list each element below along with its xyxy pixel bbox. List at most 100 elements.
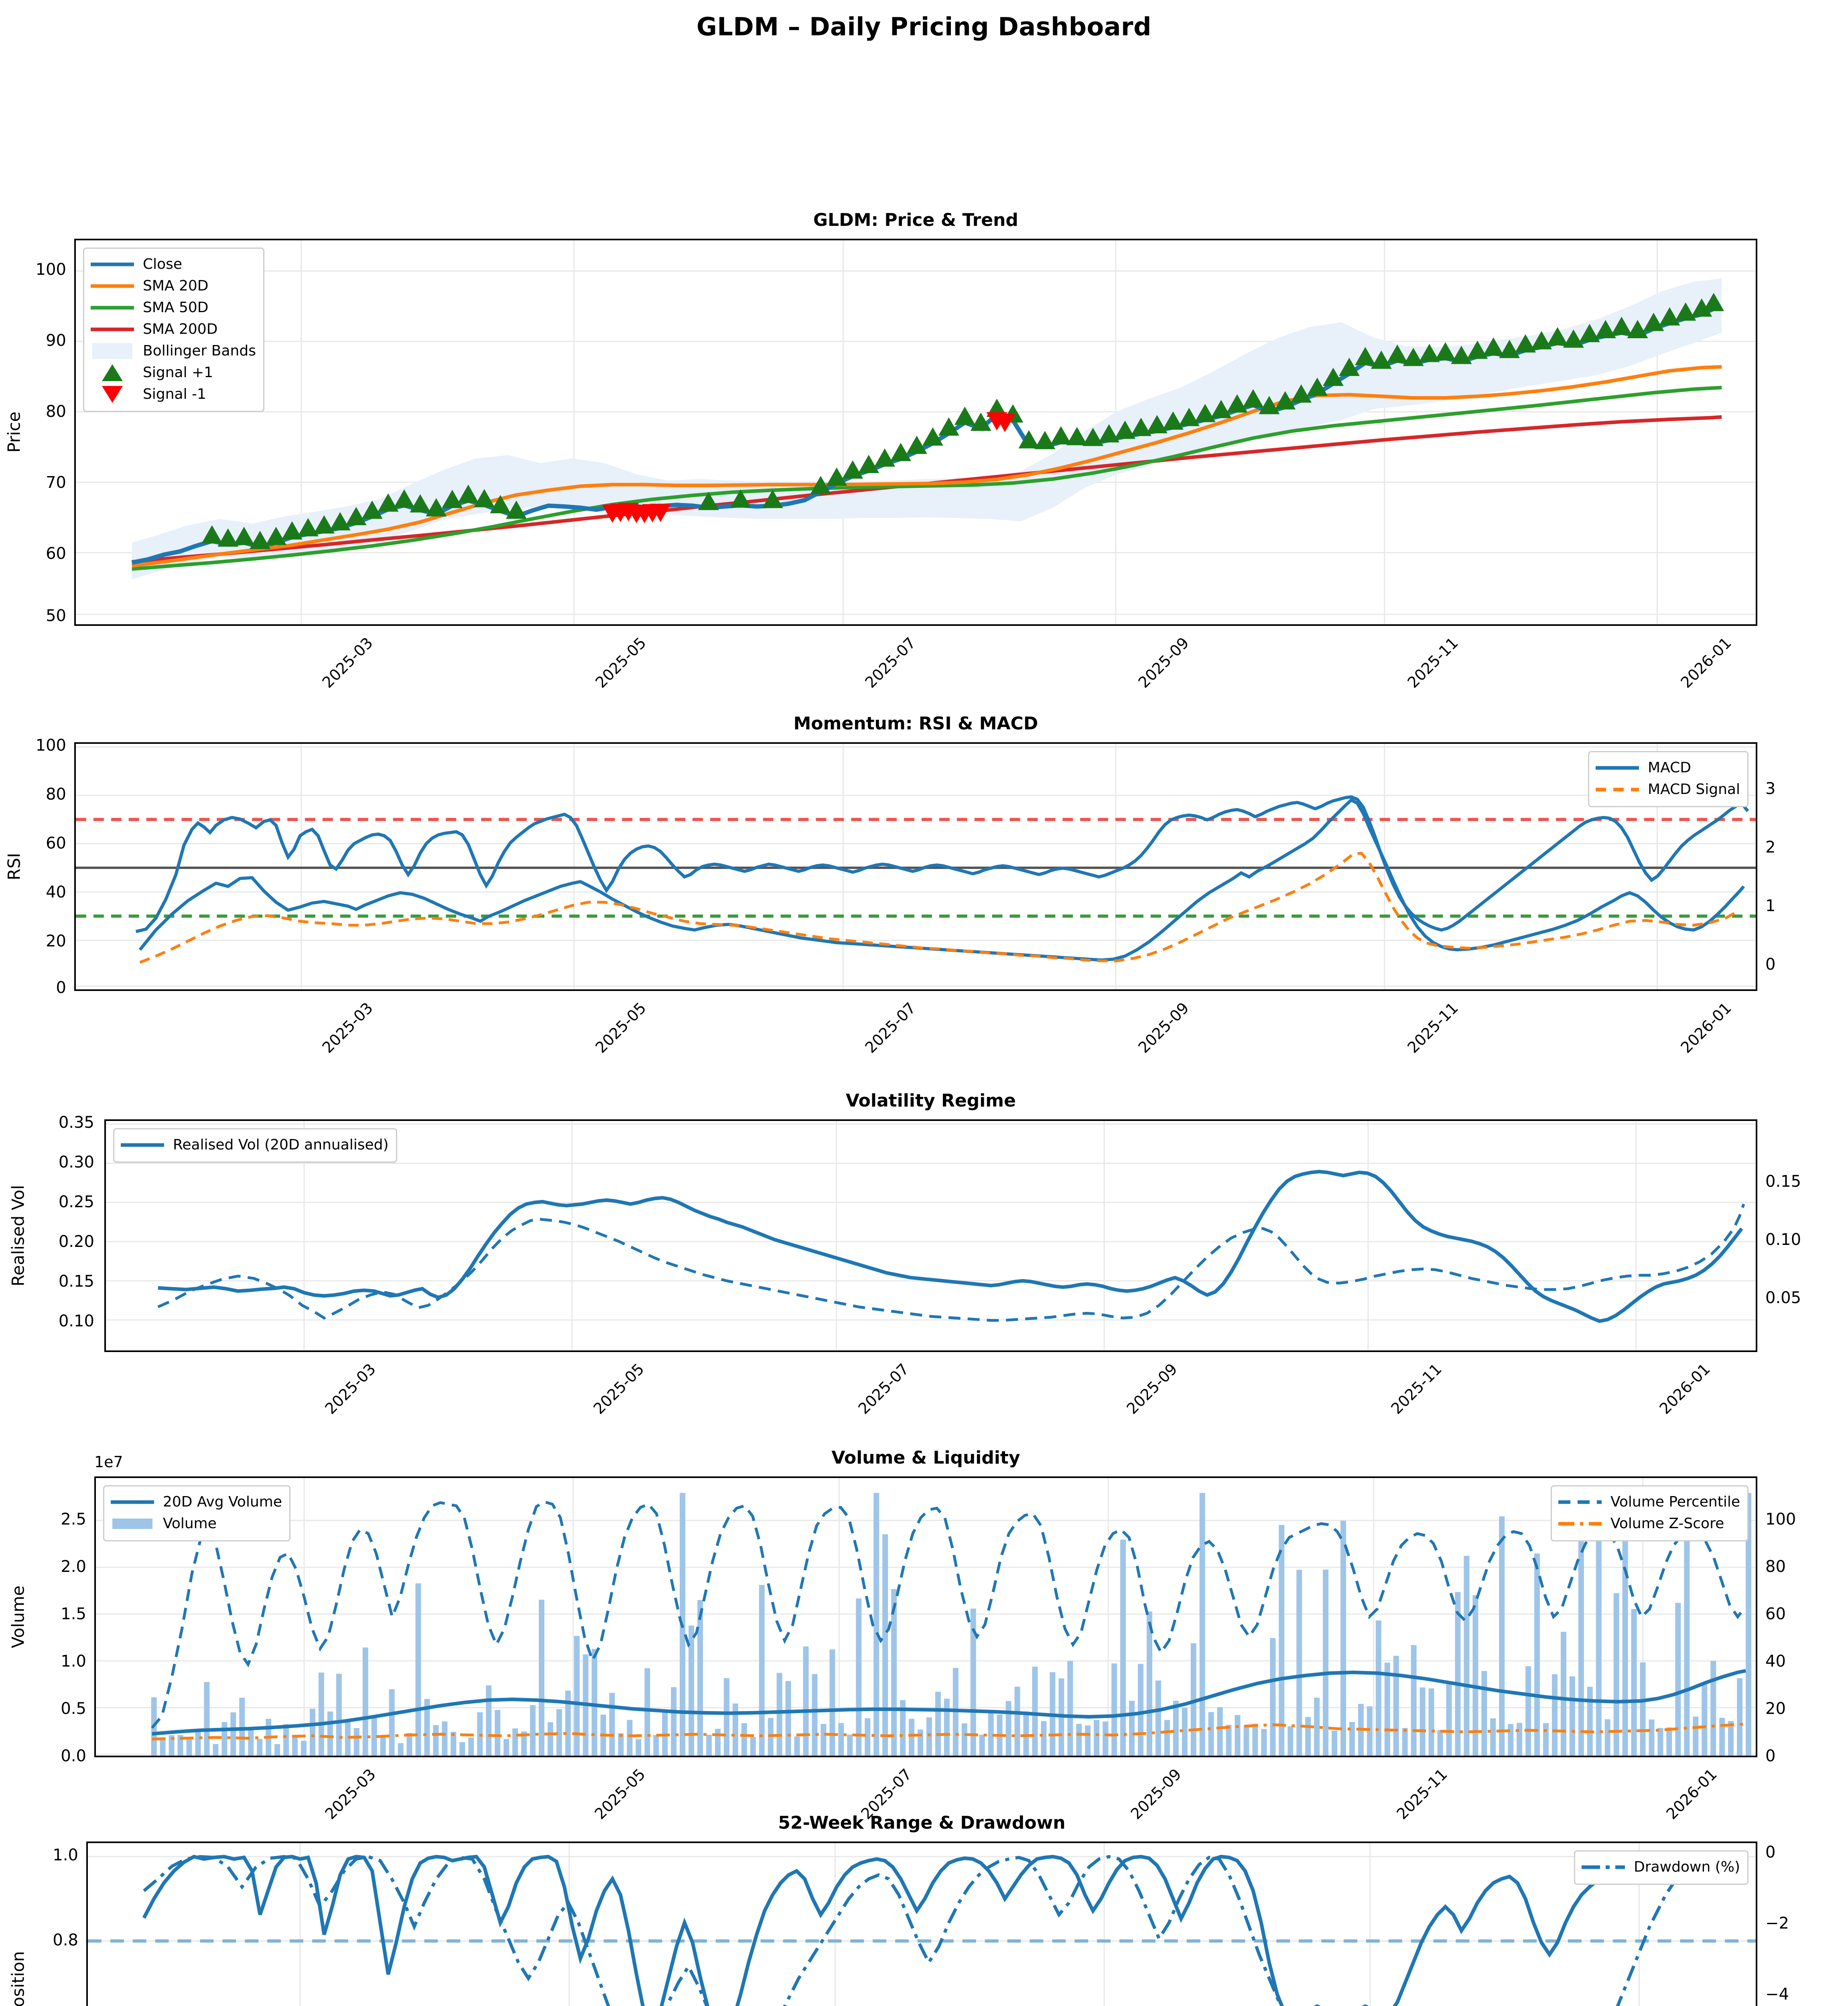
legend-row-sma200: SMA 200D	[91, 319, 256, 340]
volume-plot-area	[94, 1476, 1757, 1757]
drawdown-dashdot-icon	[1582, 1862, 1625, 1872]
vol-xtick-2: 2025-07	[855, 1360, 912, 1418]
panel-range-and-drawdown: 52-Week Range & Drawdown	[8, 1813, 1789, 2006]
range-ytick-08: 0.8	[53, 1931, 78, 1949]
rsi-ytick-80: 80	[46, 785, 66, 804]
legend-row-realised-vol: Realised Vol (20D annualised)	[121, 1134, 389, 1156]
price-legend: Close SMA 20D SMA 50D SMA 200D Bollinger…	[83, 248, 264, 412]
range-y-axis-label: 0–1 Range Position	[8, 1951, 28, 2006]
dd-ytick-m4: −4	[1765, 1985, 1789, 2004]
volume-ytick-20: 2.0	[61, 1557, 86, 1576]
legend-label-macd: MACD	[1648, 759, 1691, 776]
volume-ytick-25: 2.5	[61, 1510, 86, 1529]
bbwidth-ytick-005: 0.05	[1765, 1289, 1801, 1307]
price-xtick-3: 2025-09	[1135, 634, 1192, 692]
legend-label-sma50: SMA 50D	[143, 299, 209, 316]
rsi-ytick-40: 40	[46, 883, 66, 901]
panel-momentum-title: Momentum: RSI & MACD	[793, 713, 1038, 734]
vol-xtick-4: 2025-11	[1387, 1360, 1445, 1418]
vol-xtick-5: 2026-01	[1656, 1360, 1714, 1418]
legend-label-sma20: SMA 20D	[143, 278, 209, 294]
range-plot-area	[86, 1842, 1757, 2006]
panel-price-and-trend: GLDM: Price & Trend	[4, 210, 1757, 691]
volume-zscore-dashdot-icon	[1558, 1519, 1602, 1529]
momentum-legend: MACD MACD Signal	[1588, 751, 1748, 807]
vol-ytick-020: 0.20	[58, 1232, 94, 1251]
volatility-legend: Realised Vol (20D annualised)	[113, 1128, 397, 1163]
legend-row-signal-up: Signal +1	[91, 362, 256, 384]
sma50-line-icon	[91, 303, 134, 313]
volume-bar-patch-icon	[111, 1519, 154, 1529]
vol-xtick-3: 2025-09	[1123, 1360, 1181, 1418]
volume-axis-offset-text: 1e7	[94, 1453, 123, 1471]
legend-row-drawdown: Drawdown (%)	[1582, 1856, 1740, 1878]
price-xtick-5: 2026-01	[1677, 634, 1735, 692]
macd-ytick-1: 1	[1765, 897, 1776, 915]
figure-title: GLDM – Daily Pricing Dashboard	[696, 12, 1152, 41]
panel-volatility-title: Volatility Regime	[846, 1090, 1016, 1111]
legend-row-volume-percentile: Volume Percentile	[1558, 1491, 1740, 1513]
volpct-ytick-0: 0	[1765, 1747, 1776, 1765]
rsi-ytick-20: 20	[46, 932, 66, 950]
price-ytick-80: 80	[46, 402, 66, 421]
macd-ytick-3: 3	[1765, 780, 1776, 798]
price-ytick-70: 70	[46, 473, 66, 492]
range-ytick-10: 1.0	[53, 1846, 78, 1864]
price-xtick-2: 2025-07	[861, 634, 919, 692]
price-xtick-0: 2025-03	[319, 634, 376, 692]
momentum-xtick-3: 2025-09	[1135, 999, 1192, 1057]
momentum-xtick-4: 2025-11	[1404, 999, 1462, 1057]
realised-vol-line-icon	[121, 1140, 164, 1150]
legend-row-macd: MACD	[1596, 757, 1740, 779]
legend-label-signal-up: Signal +1	[143, 364, 213, 381]
volume-y-axis-label: Volume	[8, 1585, 28, 1649]
legend-label-volume-percentile: Volume Percentile	[1610, 1494, 1740, 1510]
volume-percentile-dashed-icon	[1558, 1497, 1602, 1507]
price-ytick-90: 90	[46, 331, 66, 350]
momentum-xtick-0: 2025-03	[319, 999, 376, 1057]
volatility-chart-svg	[106, 1121, 1756, 1350]
panel-volatility-regime: Volatility Regime	[8, 1090, 1801, 1417]
price-ytick-60: 60	[46, 544, 66, 563]
bollinger-patch-icon	[91, 343, 134, 359]
dd-ytick-0: 0	[1765, 1843, 1776, 1862]
panel-momentum: Momentum: RSI & MACD	[4, 713, 1776, 1056]
panel-volume-and-liquidity: Volume & Liquidity 1e7	[8, 1448, 1796, 1823]
triangle-down-icon	[91, 386, 134, 403]
volume-legend-left: 20D Avg Volume Volume	[103, 1485, 290, 1541]
range-legend: Drawdown (%)	[1574, 1850, 1748, 1885]
legend-row-sma20: SMA 20D	[91, 275, 256, 297]
macd-ytick-0: 0	[1765, 955, 1776, 974]
legend-row-bollinger: Bollinger Bands	[91, 340, 256, 362]
panel-volume-title: Volume & Liquidity	[831, 1448, 1020, 1468]
legend-label-signal-down: Signal -1	[143, 386, 206, 402]
vol-y-axis-label: Realised Vol	[8, 1185, 28, 1287]
price-xtick-1: 2025-05	[592, 634, 650, 692]
legend-row-volume-bars: Volume	[111, 1513, 282, 1535]
signal-markers-layer	[201, 292, 1724, 549]
vol-ytick-015: 0.15	[58, 1272, 94, 1291]
volume-legend-right: Volume Percentile Volume Z-Score	[1551, 1485, 1748, 1541]
avg-volume-line-icon	[111, 1497, 154, 1507]
macd-line-icon	[1596, 763, 1639, 773]
price-y-axis-label: Price	[4, 411, 24, 453]
macd-signal-dashed-icon	[1596, 784, 1639, 795]
rsi-y-axis-label: RSI	[4, 853, 24, 881]
dd-ytick-m2: −2	[1765, 1914, 1789, 1933]
legend-row-macd-signal: MACD Signal	[1596, 779, 1740, 800]
volume-ytick-05: 0.5	[61, 1699, 86, 1718]
vol-ytick-030: 0.30	[58, 1153, 94, 1172]
momentum-xtick-2: 2025-07	[861, 999, 919, 1057]
vol-xtick-1: 2025-05	[590, 1360, 648, 1418]
volume-ytick-00: 0.0	[61, 1747, 86, 1765]
momentum-plot-area	[74, 742, 1757, 991]
macd-ytick-2: 2	[1765, 838, 1776, 857]
price-ytick-100: 100	[35, 260, 66, 279]
vol-ytick-035: 0.35	[58, 1113, 94, 1132]
legend-label-drawdown: Drawdown (%)	[1634, 1859, 1740, 1875]
momentum-xtick-5: 2026-01	[1677, 999, 1735, 1057]
momentum-chart-svg	[76, 744, 1756, 989]
legend-label-close: Close	[143, 256, 183, 272]
volpct-ytick-40: 40	[1765, 1652, 1786, 1671]
